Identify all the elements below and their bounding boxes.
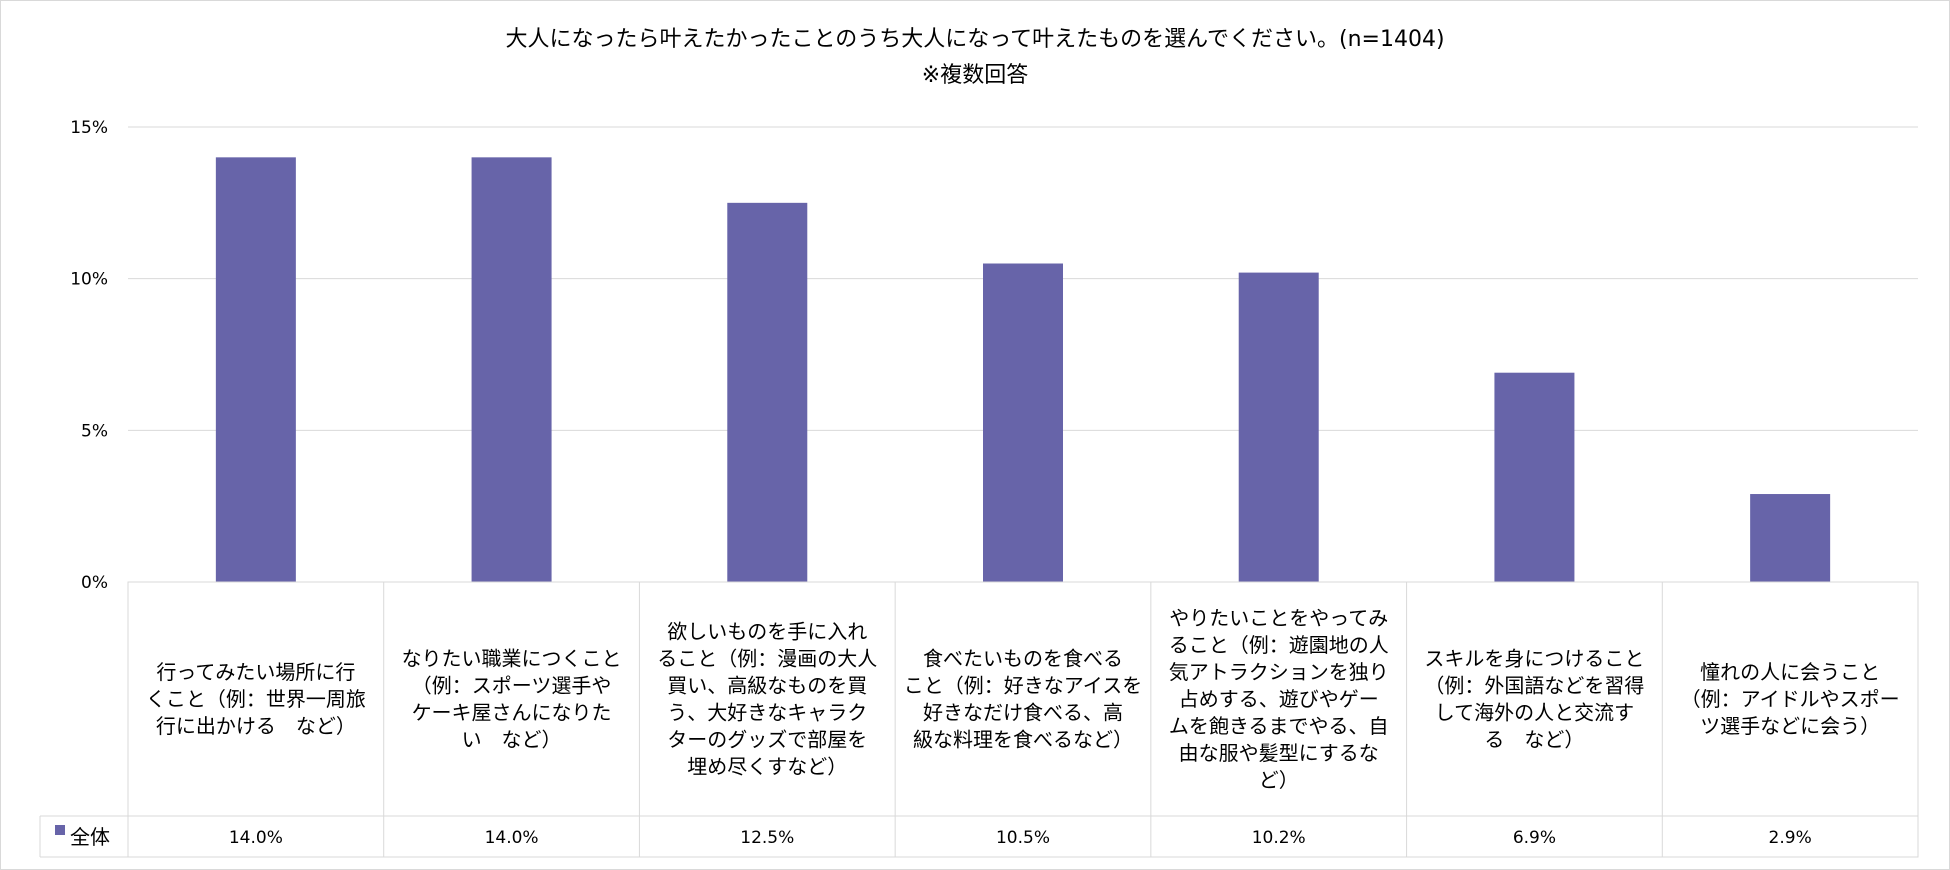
category-label: なりたい職業につくこと（例：スポーツ選手やケーキ屋さんになりたい など） <box>402 647 622 752</box>
table-frame <box>127 581 1919 858</box>
value-label: 12.5% <box>740 828 794 848</box>
category-label: 行ってみたい場所に行くこと（例：世界一周旅行に出かける など） <box>146 660 366 738</box>
category-label: やりたいことをやってみること（例：遊園地の人気アトラクションを独り占めする、遊び… <box>1169 606 1389 792</box>
value-label: 14.0% <box>229 828 283 848</box>
bar <box>1750 494 1831 582</box>
chart-subtitle: ※複数回答 <box>922 63 1028 88</box>
bar <box>1238 272 1319 582</box>
y-tick-label: 0% <box>81 573 108 593</box>
legend-swatch <box>55 825 65 835</box>
chart-title: 大人になったら叶えたかったことのうち大人になって叶えたものを選んでください。(n… <box>505 27 1444 52</box>
value-label: 6.9% <box>1513 828 1556 848</box>
y-tick-label: 15% <box>70 118 108 138</box>
value-label: 14.0% <box>485 828 539 848</box>
category-label: スキルを身につけること（例：外国語などを習得して海外の人と交流する など） <box>1424 647 1644 752</box>
category-label: 食べたいものを食べること（例：好きなアイスを好きなだけ食べる、高級な料理を食べる… <box>904 647 1142 752</box>
value-label: 10.2% <box>1252 828 1306 848</box>
y-tick-label: 10% <box>70 270 108 290</box>
bars <box>215 157 1831 583</box>
value-label: 2.9% <box>1769 828 1812 848</box>
bar <box>215 157 296 583</box>
bar <box>1494 372 1575 582</box>
value-label: 10.5% <box>996 828 1050 848</box>
bar <box>983 263 1063 582</box>
legend-label: 全体 <box>70 825 110 849</box>
bar <box>471 157 552 583</box>
y-tick-label: 5% <box>81 421 108 441</box>
category-label: 憧れの人に会うこと（例：アイドルやスポーツ選手などに会う） <box>1681 660 1900 738</box>
category-label: 欲しいものを手に入れること（例：漫画の大人買い、高級なものを買う、大好きなキャラ… <box>657 620 877 779</box>
bar <box>727 202 808 583</box>
data-table: 全体 行ってみたい場所に行くこと（例：世界一周旅行に出かける など） 14.0% なり… <box>39 581 1919 858</box>
